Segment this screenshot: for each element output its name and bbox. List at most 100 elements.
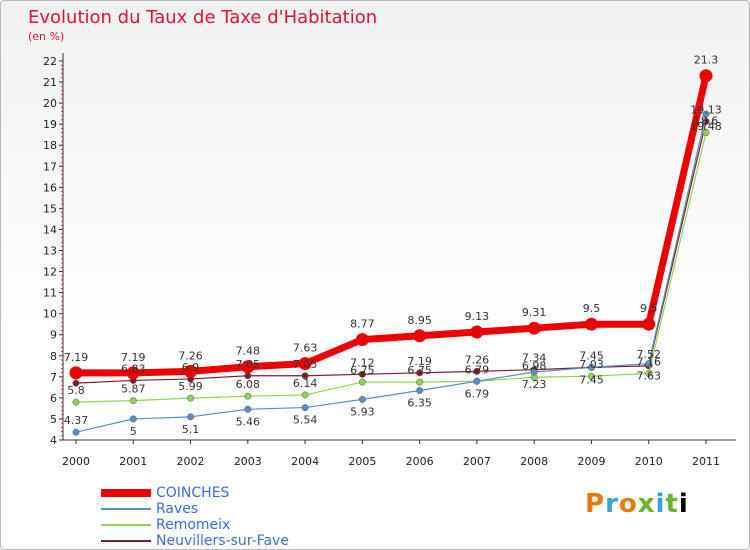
data-label: 7.19 bbox=[407, 355, 432, 368]
data-point bbox=[584, 317, 598, 331]
data-point bbox=[126, 366, 140, 380]
data-label: 7.12 bbox=[350, 356, 375, 369]
data-point bbox=[699, 69, 713, 83]
y-tick-label: 7 bbox=[50, 371, 57, 384]
data-label: 7.26 bbox=[465, 353, 490, 366]
data-point bbox=[301, 372, 309, 380]
legend-swatch bbox=[101, 508, 151, 510]
data-point bbox=[69, 366, 83, 380]
data-point bbox=[702, 129, 710, 137]
data-label: 19.48 bbox=[690, 120, 722, 133]
series-line-remomeix bbox=[75, 132, 707, 403]
legend-swatch bbox=[101, 524, 151, 526]
legend-item: Raves bbox=[101, 501, 361, 517]
data-label: 5.54 bbox=[293, 414, 318, 427]
data-labels-group: 7.19 7.19 7.26 7.48 7.63 8.77 8.95 9.13 9.31 9.5 9… bbox=[64, 54, 722, 438]
data-point bbox=[416, 387, 424, 394]
data-point bbox=[72, 398, 80, 406]
data-label: 6.9 bbox=[182, 361, 200, 374]
data-label: 5 bbox=[130, 425, 137, 438]
data-point bbox=[473, 377, 481, 385]
logo-letter: P bbox=[585, 489, 606, 519]
y-tick-label: 15 bbox=[43, 202, 57, 215]
data-point bbox=[187, 413, 194, 421]
y-tick-label: 16 bbox=[43, 181, 57, 194]
y-tick-label: 10 bbox=[43, 308, 57, 321]
data-point bbox=[298, 357, 312, 371]
data-label: 5.99 bbox=[178, 380, 203, 393]
data-label: 19.13 bbox=[690, 103, 722, 116]
chart-subtitle: (en %) bbox=[28, 30, 65, 43]
x-tick-label: 2001 bbox=[119, 455, 147, 468]
data-label: 6.35 bbox=[407, 397, 432, 410]
legend-label: COINCHES bbox=[156, 485, 230, 501]
y-tick-label: 22 bbox=[43, 55, 57, 68]
y-tick-label: 21 bbox=[43, 76, 57, 89]
y-tick-label: 11 bbox=[43, 287, 57, 300]
x-tick-label: 2003 bbox=[234, 455, 262, 468]
axes: 4 5 6 7 8 9 10 11 12 13 14 15 16 17 18 19 20 21 22 2000 2001… bbox=[43, 53, 736, 468]
data-label: 6.83 bbox=[121, 362, 146, 375]
data-label: 7.34 bbox=[522, 352, 547, 365]
chart-title: Evolution du Taux de Taxe d'Habitation bbox=[28, 7, 378, 28]
data-point bbox=[645, 370, 653, 377]
data-point bbox=[355, 333, 369, 347]
data-label: 9.5 bbox=[583, 302, 601, 315]
data-label: 5.1 bbox=[182, 423, 200, 436]
data-point bbox=[184, 364, 198, 378]
series-line-coinches bbox=[76, 74, 710, 377]
data-point bbox=[416, 378, 424, 386]
data-point bbox=[473, 367, 481, 375]
legend-swatch bbox=[101, 540, 151, 542]
y-tick-label: 20 bbox=[43, 97, 57, 110]
data-label: 5.46 bbox=[236, 415, 261, 428]
x-tick-label: 2011 bbox=[692, 455, 720, 468]
x-tick-label: 2002 bbox=[177, 455, 205, 468]
data-point bbox=[244, 405, 252, 413]
data-label: 7.23 bbox=[522, 378, 547, 391]
data-label: 6.79 bbox=[465, 387, 490, 400]
y-tick-label: 17 bbox=[43, 160, 57, 173]
logo-letter: t bbox=[665, 489, 679, 519]
data-point bbox=[527, 321, 541, 335]
y-tick-label: 14 bbox=[43, 223, 57, 236]
data-label: 4.37 bbox=[64, 414, 89, 427]
data-point bbox=[530, 368, 538, 376]
y-tick-label: 19 bbox=[43, 118, 57, 131]
x-tick-label: 2006 bbox=[406, 455, 434, 468]
data-label: 7.05 bbox=[236, 358, 261, 371]
x-tick-label: 2010 bbox=[635, 455, 663, 468]
y-tick-label: 4 bbox=[50, 434, 57, 447]
data-label: 6.75 bbox=[350, 364, 375, 377]
legend: COINCHES Raves Remomeix Neuvillers-sur-Fave bbox=[101, 485, 361, 549]
y-tick-label: 12 bbox=[43, 266, 57, 279]
x-tick-label: 2008 bbox=[520, 455, 548, 468]
data-point bbox=[588, 363, 595, 371]
data-label: 9.13 bbox=[465, 310, 490, 323]
data-label: 5.93 bbox=[350, 405, 375, 418]
data-point bbox=[301, 404, 309, 412]
y-tick-label: 9 bbox=[50, 329, 57, 342]
data-point bbox=[241, 360, 255, 374]
data-point bbox=[645, 360, 653, 368]
data-point bbox=[187, 394, 194, 402]
data-label: 7.19 bbox=[64, 351, 89, 364]
data-point bbox=[129, 415, 137, 423]
x-tick-label: 2004 bbox=[291, 455, 319, 468]
data-point bbox=[358, 395, 366, 403]
data-point bbox=[129, 397, 137, 405]
series-line-neuvillers-sur-fave bbox=[75, 121, 707, 384]
data-label: 7.63 bbox=[636, 370, 661, 383]
data-point bbox=[72, 428, 80, 436]
data-point bbox=[642, 317, 656, 331]
data-label: 7.05 bbox=[293, 358, 318, 371]
x-tick-label: 2009 bbox=[577, 455, 605, 468]
logo-letter: i bbox=[655, 489, 666, 519]
x-tick-label: 2000 bbox=[62, 455, 90, 468]
legend-label: Neuvillers-sur-Fave bbox=[156, 533, 289, 549]
legend-swatch bbox=[101, 489, 151, 497]
data-point bbox=[301, 391, 309, 399]
proxiti-logo: Proxiti bbox=[585, 489, 689, 519]
data-label: 7.19 bbox=[121, 351, 146, 364]
